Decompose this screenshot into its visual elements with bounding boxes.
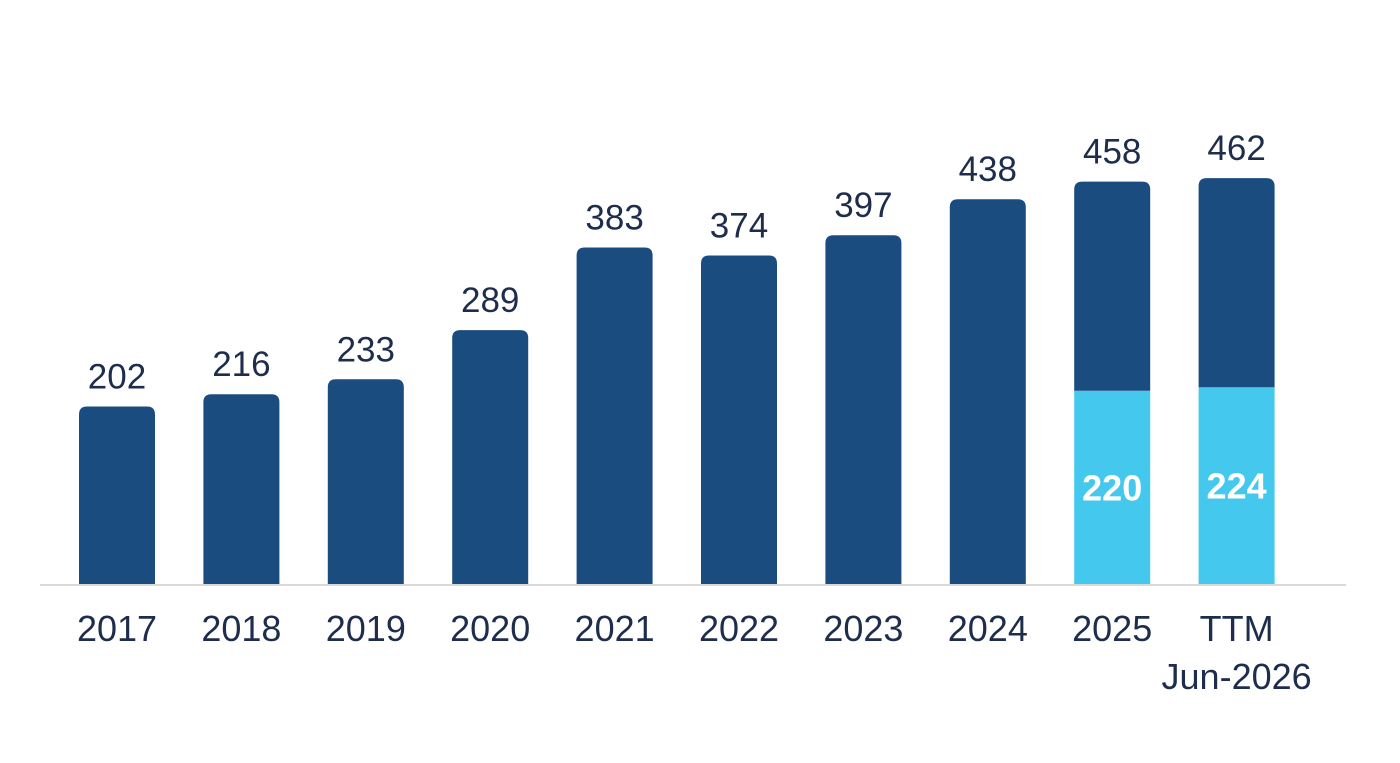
- x-tick-label: 2018: [201, 608, 281, 649]
- x-tick-label: 2020: [450, 608, 530, 649]
- bar-segment-primary: [825, 235, 902, 584]
- x-tick-label: 2022: [699, 608, 779, 649]
- bar-segment-primary: [949, 199, 1026, 585]
- bar-segment-highlight: [1074, 390, 1151, 584]
- x-tick-label: 2021: [575, 608, 655, 649]
- bar-total-label: 458: [1083, 133, 1141, 172]
- bar-total-label: 374: [710, 206, 768, 245]
- x-tick-label: 2023: [823, 608, 903, 649]
- segment-value-label: 224: [1207, 466, 1267, 507]
- bar-total-label: 233: [337, 330, 395, 369]
- bar-total-label: 438: [959, 150, 1017, 189]
- bar-segment-primary: [1074, 181, 1151, 391]
- bar-total-label: 462: [1207, 129, 1265, 168]
- bar-total-label: 383: [585, 199, 643, 238]
- bar-segment-primary: [1198, 178, 1275, 388]
- segment-value-label: 220: [1082, 467, 1142, 508]
- bar-total-label: 202: [88, 358, 146, 397]
- x-tick-label: TTM: [1200, 608, 1274, 649]
- bar-total-label: 397: [834, 186, 892, 225]
- bar-total-label: 289: [461, 281, 519, 320]
- labels-group: 202 2017 216 2018 233 2019 289 2020 383 2021 374 20…: [77, 129, 1312, 697]
- bar-segment-primary: [576, 247, 653, 585]
- bar-segment-primary: [452, 330, 529, 584]
- bar-segment-highlight: [1198, 387, 1275, 584]
- x-tick-label: 2019: [326, 608, 406, 649]
- x-tick-label: Jun-2026: [1162, 656, 1312, 697]
- bar-segment-primary: [79, 406, 155, 584]
- x-tick-label: 2024: [948, 608, 1028, 649]
- x-tick-label: 2017: [77, 608, 157, 649]
- bars-group: [79, 178, 1275, 585]
- bar-segment-primary: [327, 379, 404, 584]
- x-tick-label: 2025: [1072, 608, 1152, 649]
- bar-total-label: 216: [212, 345, 270, 384]
- bar-segment-primary: [203, 394, 280, 584]
- bar-segment-primary: [701, 255, 777, 585]
